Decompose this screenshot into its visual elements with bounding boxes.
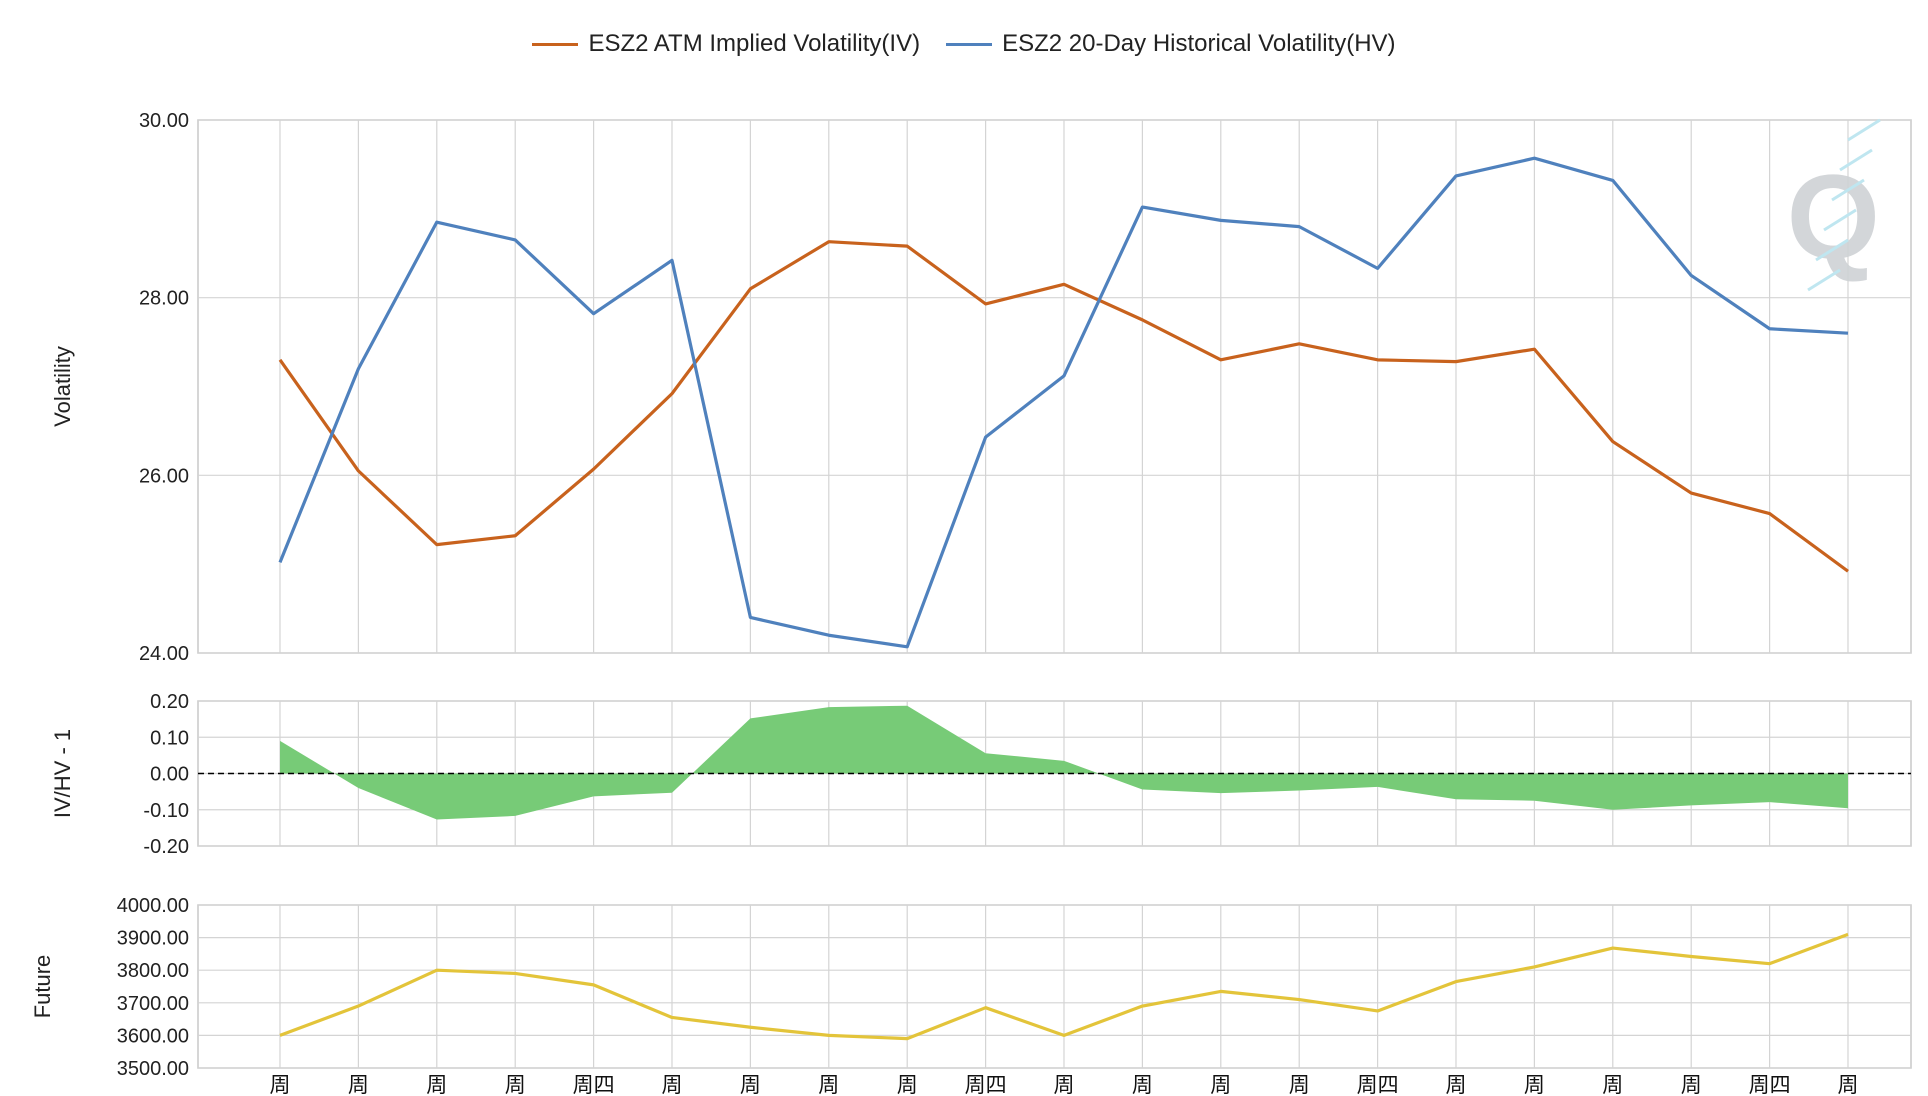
y-tick-label: 26.00 <box>139 465 189 487</box>
x-tick-label: 周 <box>897 1074 918 1096</box>
x-tick-label: 周四 <box>1357 1074 1399 1096</box>
y-tick-label: 0.20 <box>150 691 189 713</box>
watermark-stroke <box>1847 118 1881 142</box>
x-tick-label: 周 <box>426 1074 447 1096</box>
x-tick-label: 周四 <box>1749 1074 1791 1096</box>
watermark-stroke <box>1807 268 1841 292</box>
x-tick-label: 周 <box>1524 1074 1545 1096</box>
y-tick-label: -0.20 <box>143 836 189 858</box>
x-tick-label: 周 <box>270 1074 291 1096</box>
y-tick-label: 24.00 <box>139 643 189 665</box>
y-axis-label: Volatility <box>50 346 75 427</box>
y-tick-label: 0.00 <box>150 764 189 786</box>
y-tick-label: -0.10 <box>143 800 189 822</box>
x-tick-label: 周 <box>662 1074 683 1096</box>
y-tick-label: 3800.00 <box>117 960 189 982</box>
y-tick-label: 0.10 <box>150 727 189 749</box>
legend-item-hv: ESZ2 20-Day Historical Volatility(HV) <box>946 30 1396 58</box>
x-tick-label: 周 <box>1289 1074 1310 1096</box>
y-tick-label: 3500.00 <box>117 1058 189 1080</box>
legend-swatch-iv <box>532 42 579 46</box>
legend-swatch-hv <box>946 42 993 46</box>
x-tick-label: 周 <box>740 1074 761 1096</box>
y-tick-label: 28.00 <box>139 288 189 310</box>
x-tick-label: 周 <box>818 1074 839 1096</box>
x-tick-label: 周 <box>1210 1074 1231 1096</box>
ratio-area <box>280 705 1848 820</box>
series-line-volatility-0 <box>278 240 1849 573</box>
y-tick-label: 4000.00 <box>117 895 189 917</box>
y-tick-label: 3900.00 <box>117 928 189 950</box>
panel-volatility: 30.00 28.00 26.00 24.00 Volatility <box>50 110 1912 665</box>
x-tick-label: 周 <box>1446 1074 1467 1096</box>
watermark-stroke <box>1839 148 1873 172</box>
x-tick-label: 周 <box>348 1074 369 1096</box>
series-line-future-0 <box>279 932 1849 1041</box>
x-tick-label: 周 <box>1681 1074 1702 1096</box>
watermark-logo: Q <box>1787 150 1880 284</box>
watermark-stroke <box>1831 178 1865 202</box>
y-tick-label: 3600.00 <box>117 1025 189 1047</box>
panel-iv-hv-ratio: 0.20 0.10 0.00 -0.10 -0.20 IV/HV - 1 <box>50 691 1912 858</box>
y-tick-label: 30.00 <box>139 110 189 132</box>
plot-frame <box>197 119 1912 654</box>
chart-legend: ESZ2 ATM Implied Volatility(IV) ESZ2 20-… <box>0 30 1928 58</box>
y-axis-label: Future <box>30 955 55 1019</box>
watermark-stroke <box>1815 238 1849 262</box>
watermark-stroke <box>1823 208 1857 232</box>
legend-label-iv: ESZ2 ATM Implied Volatility(IV) <box>588 30 921 57</box>
series-line-volatility-1 <box>278 156 1849 649</box>
x-tick-label: 周 <box>1054 1074 1075 1096</box>
x-tick-label: 周 <box>1838 1074 1859 1096</box>
y-tick-label: 3700.00 <box>117 993 189 1015</box>
legend-item-iv: ESZ2 ATM Implied Volatility(IV) <box>532 30 920 58</box>
panel-future: 4000.00 3900.00 3800.00 3700.00 3600.00 3500.… <box>30 895 1912 1080</box>
x-tick-label: 周 <box>1602 1074 1623 1096</box>
x-tick-label: 周 <box>1132 1074 1153 1096</box>
plot-frame <box>197 904 1912 1069</box>
x-tick-label: 周四 <box>573 1074 615 1096</box>
x-tick-label: 周 <box>505 1074 526 1096</box>
x-tick-label: 周四 <box>965 1074 1007 1096</box>
y-axis-label: IV/HV - 1 <box>50 729 75 818</box>
legend-label-hv: ESZ2 20-Day Historical Volatility(HV) <box>1002 30 1396 57</box>
